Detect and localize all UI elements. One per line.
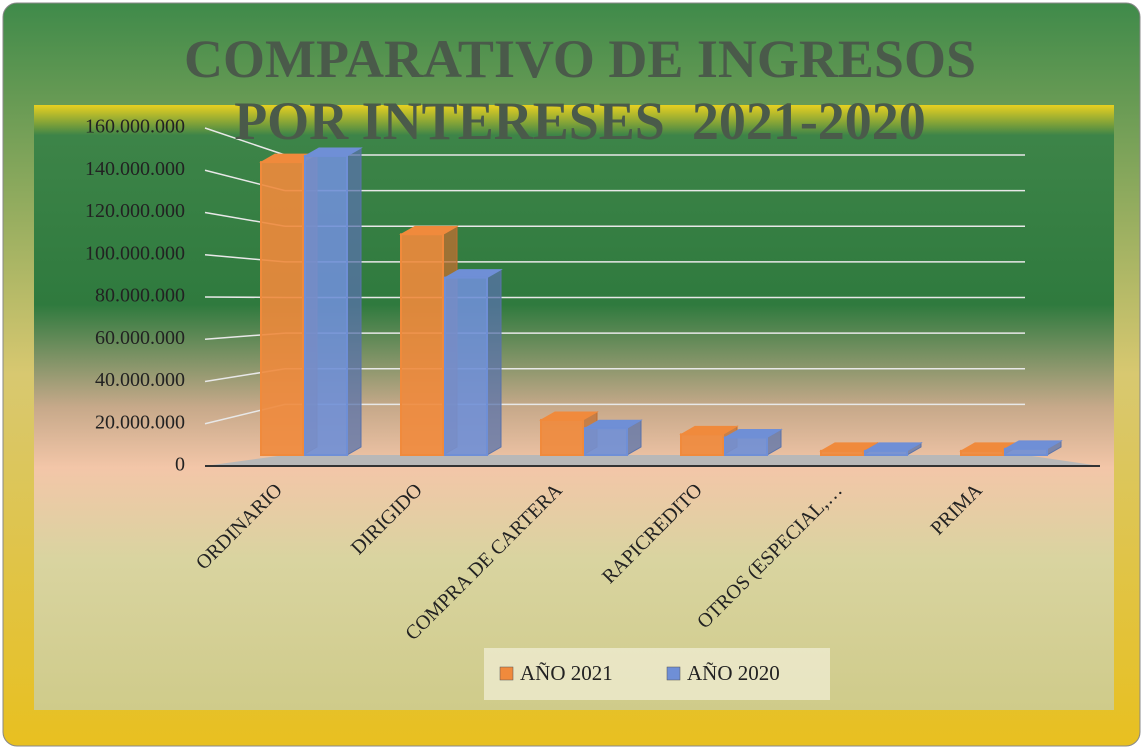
bar — [400, 233, 444, 456]
y-tick-label: 40.000.000 — [95, 369, 185, 391]
plot-background — [34, 105, 1114, 710]
y-tick-label: 20.000.000 — [95, 411, 185, 433]
legend-box — [484, 648, 830, 700]
y-tick-label: 0 — [175, 454, 185, 476]
bar — [1004, 447, 1048, 456]
y-tick-label: 120.000.000 — [85, 200, 185, 222]
bar — [444, 276, 488, 456]
grid-line — [204, 127, 286, 156]
y-tick-label: 60.000.000 — [95, 327, 185, 349]
bar-side — [486, 268, 502, 456]
bar — [680, 433, 724, 456]
legend-label: AÑO 2020 — [687, 661, 780, 685]
bar — [724, 436, 768, 456]
floor — [205, 455, 1100, 466]
y-tick-label: 140.000.000 — [85, 158, 185, 180]
bar — [864, 449, 908, 456]
chart-title: COMPARATIVO DE INGRESOS POR INTERESES 20… — [184, 29, 990, 151]
bar — [304, 154, 348, 456]
legend-swatch — [499, 666, 514, 681]
y-tick-label: 100.000.000 — [85, 242, 185, 264]
bar — [540, 418, 584, 456]
bar-side — [346, 147, 362, 456]
bar — [820, 449, 864, 456]
y-tick-label: 80.000.000 — [95, 285, 185, 307]
legend-label: AÑO 2021 — [520, 661, 613, 685]
bar — [584, 427, 628, 456]
bar — [260, 161, 304, 456]
y-tick-label: 160.000.000 — [85, 116, 185, 138]
legend-swatch — [666, 666, 681, 681]
bar — [960, 449, 1004, 456]
